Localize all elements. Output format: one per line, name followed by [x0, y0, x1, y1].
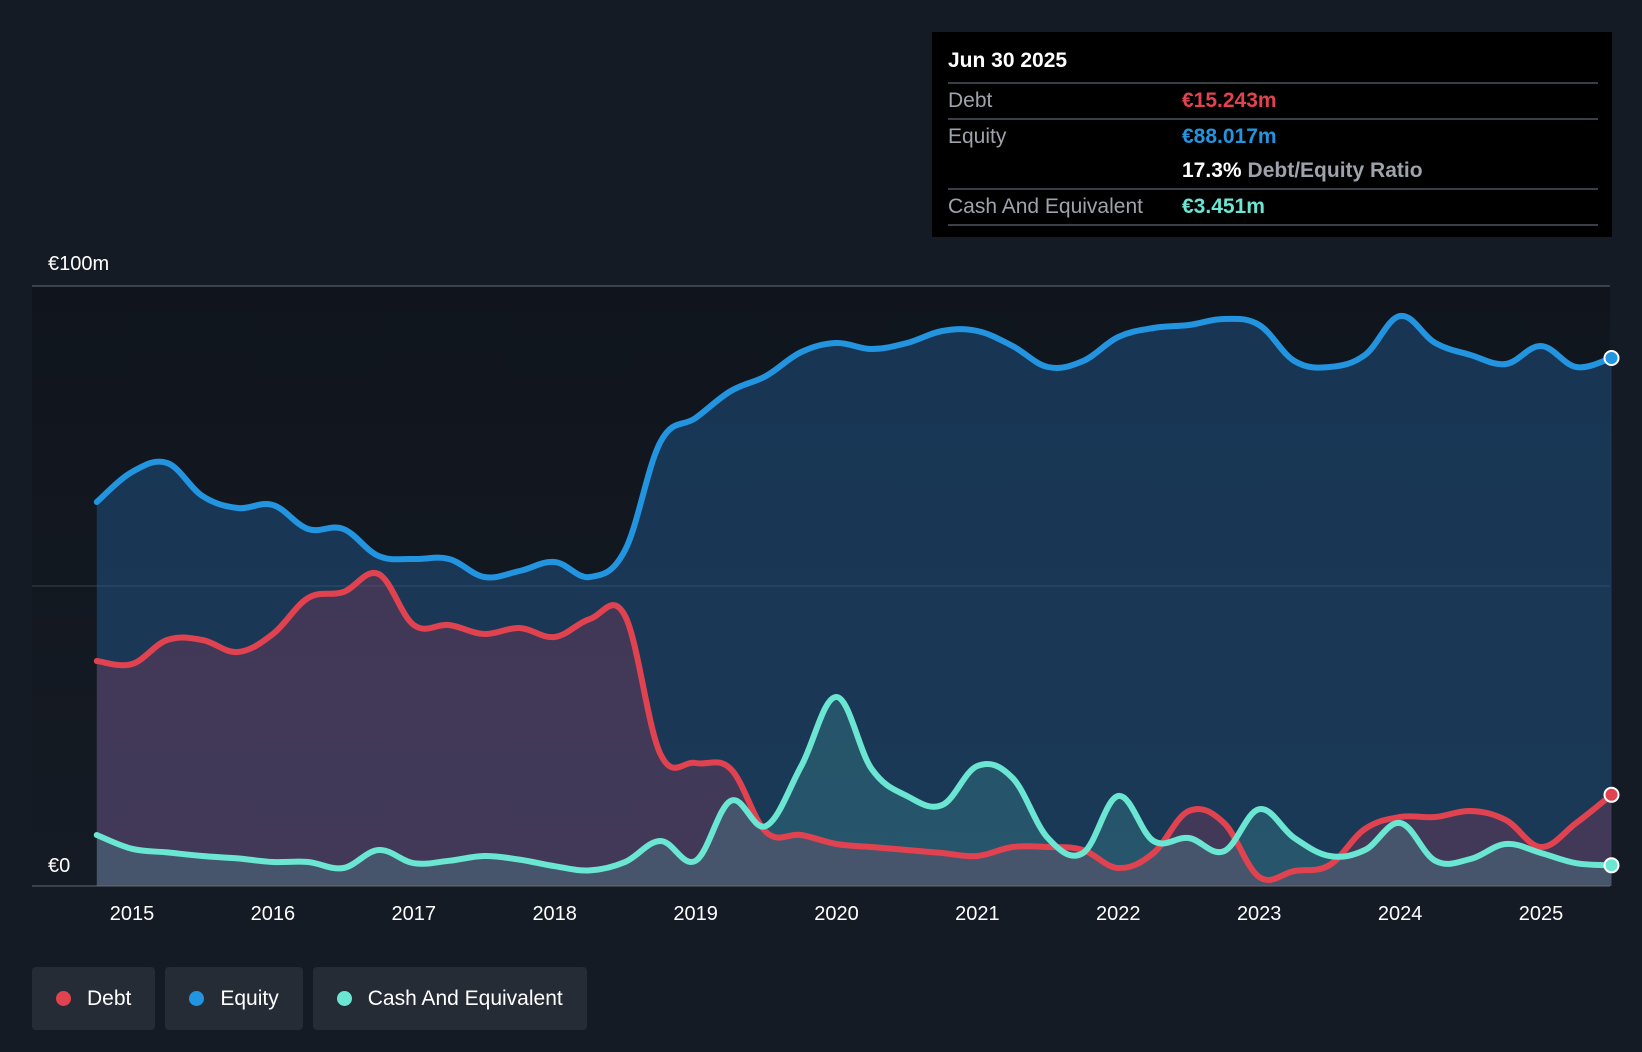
- tooltip-equity-label: Equity: [948, 125, 1007, 148]
- tooltip-equity-value: €88.017m: [1182, 125, 1277, 148]
- tooltip-ratio-value: 17.3%: [1182, 159, 1242, 182]
- x-tick-label-2019: 2019: [673, 903, 718, 925]
- cash-area: [96, 696, 1612, 886]
- legend-item-cash[interactable]: Cash And Equivalent: [312, 967, 587, 1030]
- cash-point: [1603, 857, 1620, 874]
- x-tick-label-2022: 2022: [1096, 903, 1141, 925]
- equity-area: [96, 315, 1612, 886]
- equity-point: [1603, 350, 1620, 366]
- x-tick-label-2017: 2017: [392, 903, 437, 925]
- x-tick-label-2016: 2016: [251, 903, 296, 925]
- tooltip-ratio-row: 17.3% Debt/Equity Ratio: [948, 154, 1598, 190]
- tooltip-equity-row: Equity €88.017m: [948, 120, 1598, 154]
- legend-item-equity[interactable]: Equity: [165, 967, 303, 1030]
- tooltip-cash-row: Cash And Equivalent €3.451m: [948, 190, 1598, 226]
- tooltip-debt-label: Debt: [948, 89, 993, 112]
- legend-cash-label: Cash And Equivalent: [367, 986, 563, 1010]
- x-tick-label-2024: 2024: [1378, 903, 1423, 925]
- debt-point: [1603, 786, 1620, 803]
- legend-debt-label: Debt: [87, 986, 132, 1010]
- x-tick-label-2015: 2015: [110, 903, 155, 925]
- cash-dot-icon: [336, 991, 352, 1006]
- x-tick-label-2021: 2021: [955, 903, 1000, 925]
- legend-item-debt[interactable]: Debt: [32, 967, 156, 1030]
- tooltip-debt-row: Debt €15.243m: [948, 84, 1598, 120]
- tooltip-debt-value: €15.243m: [1182, 89, 1277, 112]
- tooltip-cash-label: Cash And Equivalent: [948, 195, 1143, 218]
- legend-equity-label: Equity: [220, 986, 279, 1010]
- debt-dot-icon: [56, 991, 71, 1006]
- x-tick-label-2018: 2018: [532, 903, 577, 925]
- x-tick-label-2025: 2025: [1519, 903, 1564, 925]
- tooltip-panel: Jun 30 2025 Debt €15.243m Equity €88.017…: [932, 32, 1612, 237]
- cash-line: [93, 694, 1615, 874]
- equity-line: [93, 312, 1615, 581]
- tooltip-ratio-label: Debt/Equity Ratio: [1247, 159, 1423, 182]
- equity-dot-icon: [189, 991, 205, 1006]
- legend: Debt Equity Cash And Equivalent: [32, 967, 587, 1030]
- x-tick-label-2023: 2023: [1237, 903, 1282, 925]
- debt-line: [93, 569, 1615, 883]
- tooltip-date: Jun 30 2025: [948, 46, 1598, 84]
- x-tick-label-2020: 2020: [814, 903, 859, 925]
- tooltip-cash-value: €3.451m: [1182, 195, 1265, 218]
- y-axis-label-min: €0: [48, 855, 70, 877]
- debt-area: [96, 572, 1612, 886]
- y-axis-label-max: €100m: [48, 253, 109, 275]
